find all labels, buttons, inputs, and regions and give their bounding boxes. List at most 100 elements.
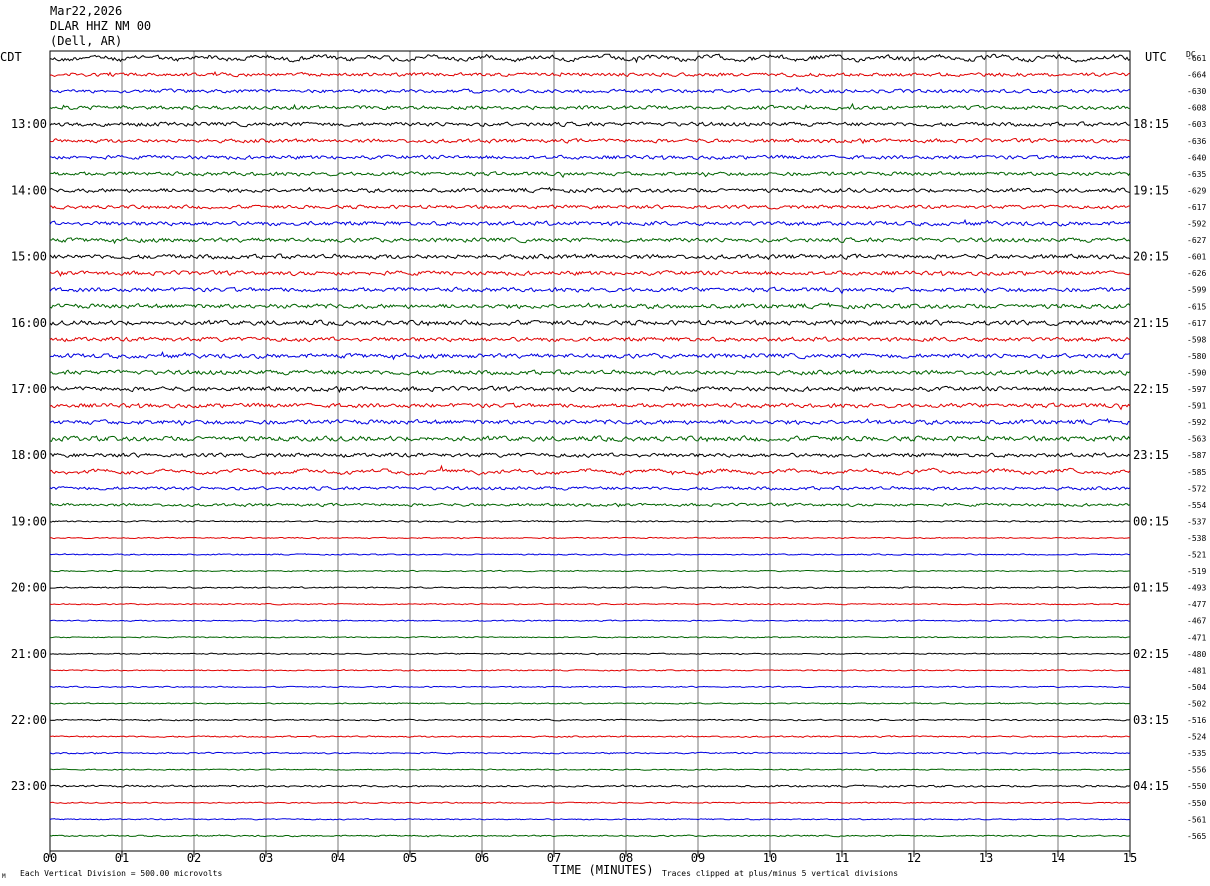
seismic-trace xyxy=(49,369,1131,376)
x-tick-label: 09 xyxy=(691,851,705,865)
seismic-trace xyxy=(49,585,1131,590)
seismic-trace xyxy=(49,70,1131,78)
dc-label: DC xyxy=(1186,50,1196,59)
dc-offset-label: -537 xyxy=(1187,517,1206,526)
left-hour-label: 16:00 xyxy=(11,316,47,330)
seismic-trace xyxy=(49,137,1131,145)
seismic-trace xyxy=(49,86,1131,94)
dc-offset-label: -635 xyxy=(1187,170,1206,179)
right-hour-label: 04:15 xyxy=(1133,779,1169,793)
seismic-trace xyxy=(49,351,1131,361)
dc-offset-label: -664 xyxy=(1187,71,1206,80)
x-tick-label: 01 xyxy=(115,851,129,865)
seismic-trace xyxy=(49,668,1131,672)
dc-offset-label: -554 xyxy=(1187,501,1206,510)
dc-offset-label: -550 xyxy=(1187,782,1206,791)
seismic-trace xyxy=(49,718,1131,722)
seismic-trace xyxy=(49,464,1131,476)
dc-offset-label: -615 xyxy=(1187,302,1206,311)
x-tick-label: 14 xyxy=(1051,851,1065,865)
right-hour-label: 02:15 xyxy=(1133,647,1169,661)
dc-offset-label: -626 xyxy=(1187,269,1206,278)
left-timezone-label: CDT xyxy=(0,50,22,64)
dc-offset-label: -627 xyxy=(1187,236,1206,245)
seismic-trace xyxy=(49,520,1131,523)
dc-offset-label: -587 xyxy=(1187,451,1206,460)
seismic-trace xyxy=(49,768,1131,772)
seismic-trace xyxy=(49,154,1131,161)
seismic-trace xyxy=(49,619,1131,623)
dc-offset-label: -467 xyxy=(1187,617,1206,626)
seismic-traces xyxy=(49,53,1131,838)
left-hour-label: 21:00 xyxy=(11,647,47,661)
dc-offset-label: -556 xyxy=(1187,766,1206,775)
x-tick-label: 11 xyxy=(835,851,849,865)
dc-offset-label: -601 xyxy=(1187,253,1206,262)
left-hour-label: 18:00 xyxy=(11,448,47,462)
seismic-trace xyxy=(49,553,1131,556)
x-tick-label: 13 xyxy=(979,851,993,865)
dc-offset-label: -504 xyxy=(1187,683,1206,692)
dc-offset-label: -617 xyxy=(1187,319,1206,328)
seismic-trace xyxy=(49,171,1131,179)
seismic-trace xyxy=(49,818,1131,821)
seismic-trace xyxy=(49,204,1131,210)
header-date: Mar22,2026 xyxy=(50,4,123,18)
seismic-trace xyxy=(49,569,1131,573)
corner-mark: M xyxy=(2,873,6,880)
dc-offset-label: -477 xyxy=(1187,600,1206,609)
dc-offset-label: -598 xyxy=(1187,335,1206,344)
dc-offset-label: -592 xyxy=(1187,418,1206,427)
seismic-trace xyxy=(49,452,1131,458)
x-tick-label: 04 xyxy=(331,851,345,865)
dc-offset-label: -538 xyxy=(1187,534,1206,543)
dc-offset-label: -481 xyxy=(1187,666,1206,675)
seismic-trace xyxy=(49,218,1131,227)
seismic-trace xyxy=(49,435,1131,443)
seismic-trace xyxy=(49,685,1131,689)
right-hour-label: 18:15 xyxy=(1133,117,1169,131)
left-hour-label: 19:00 xyxy=(11,514,47,528)
dc-offset-label: -629 xyxy=(1187,186,1206,195)
right-hour-label: 23:15 xyxy=(1133,448,1169,462)
seismic-trace xyxy=(49,636,1131,639)
seismic-trace xyxy=(49,253,1131,261)
dc-offset-label: -636 xyxy=(1187,137,1206,146)
right-hour-label: 01:15 xyxy=(1133,581,1169,595)
seismic-trace xyxy=(49,735,1131,738)
right-hour-label: 19:15 xyxy=(1133,183,1169,197)
right-hour-label: 20:15 xyxy=(1133,250,1169,264)
dc-offset-label: -617 xyxy=(1187,203,1206,212)
right-timezone-label: UTC xyxy=(1145,50,1167,64)
dc-offset-label: -591 xyxy=(1187,402,1206,411)
dc-offset-label: -661 xyxy=(1187,54,1206,63)
seismic-trace xyxy=(49,402,1131,411)
clip-note: Traces clipped at plus/minus 5 vertical … xyxy=(662,869,898,878)
header-station: DLAR HHZ NM 00 xyxy=(50,19,152,33)
x-tick-label: 05 xyxy=(403,851,417,865)
dc-offset-label: -630 xyxy=(1187,87,1206,96)
dc-offset-label: -592 xyxy=(1187,220,1206,229)
x-tick-label: 07 xyxy=(547,851,561,865)
dc-offset-label: -563 xyxy=(1187,435,1206,444)
scale-note: Each Vertical Division = 500.00 microvol… xyxy=(20,869,222,878)
seismic-trace xyxy=(49,418,1131,427)
dc-offset-label: -580 xyxy=(1187,352,1206,361)
dc-offset-label: -516 xyxy=(1187,716,1206,725)
right-hour-label: 00:15 xyxy=(1133,514,1169,528)
header-location: (Dell, AR) xyxy=(50,34,123,48)
x-tick-label: 12 xyxy=(907,851,921,865)
x-tick-label: 02 xyxy=(187,851,201,865)
x-tick-label: 15 xyxy=(1123,851,1137,865)
seismic-trace xyxy=(49,536,1131,540)
dc-offset-label: -565 xyxy=(1187,832,1206,841)
right-hour-label: 03:15 xyxy=(1133,713,1169,727)
dc-offset-label: -572 xyxy=(1187,484,1206,493)
dc-offset-label: -590 xyxy=(1187,368,1206,377)
dc-offset-label: -524 xyxy=(1187,733,1206,742)
seismic-trace xyxy=(49,336,1131,343)
right-hour-label: 21:15 xyxy=(1133,316,1169,330)
dc-offset-label: -519 xyxy=(1187,567,1206,576)
dc-offset-label: -640 xyxy=(1187,153,1206,162)
